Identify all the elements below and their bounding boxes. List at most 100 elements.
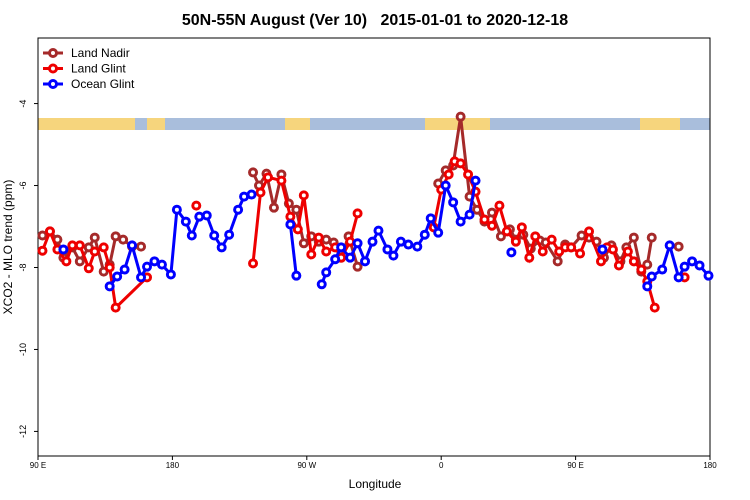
data-point — [506, 247, 517, 258]
data-point — [285, 219, 296, 230]
data-point — [455, 158, 466, 169]
data-point — [104, 281, 115, 292]
data-point — [180, 216, 191, 227]
data-point — [673, 241, 684, 252]
data-point — [321, 234, 332, 245]
x-tick-label: 180 — [703, 461, 717, 470]
data-point — [136, 272, 147, 283]
data-point — [419, 229, 430, 240]
legend-label: Ocean Glint — [71, 77, 135, 91]
data-point — [89, 246, 100, 257]
data-point — [233, 204, 244, 215]
data-point — [298, 238, 309, 249]
data-point — [352, 208, 363, 219]
strip-ocean — [680, 118, 710, 130]
data-point — [165, 269, 176, 280]
series-line — [288, 224, 298, 276]
series-line — [320, 180, 477, 285]
data-point — [268, 202, 279, 213]
data-point — [37, 245, 48, 256]
data-point — [673, 272, 684, 283]
data-point — [495, 231, 506, 242]
chart-title: 50N-55N August (Ver 10) 2015-01-01 to 20… — [182, 12, 568, 29]
data-point — [501, 226, 512, 237]
legend-marker — [48, 48, 58, 58]
series — [58, 175, 714, 292]
land-ocean-strip — [38, 118, 710, 130]
data-point — [642, 259, 653, 270]
data-point — [98, 242, 109, 253]
data-point — [628, 232, 639, 243]
data-point — [306, 249, 317, 260]
data-point — [321, 246, 332, 257]
legend-label: Land Glint — [71, 62, 126, 76]
data-point — [443, 169, 454, 180]
data-point — [566, 242, 577, 253]
data-point — [388, 250, 399, 261]
data-point — [530, 231, 541, 242]
data-point — [67, 240, 78, 251]
data-point — [201, 210, 212, 221]
strip-ocean — [135, 118, 147, 130]
data-point — [642, 281, 653, 292]
data-point — [510, 236, 521, 247]
data-point — [448, 197, 459, 208]
data-point — [628, 256, 639, 267]
data-point — [224, 229, 235, 240]
data-point — [595, 256, 606, 267]
data-point — [537, 246, 548, 257]
data-point — [687, 256, 698, 267]
data-point — [464, 209, 475, 220]
data-point — [646, 232, 657, 243]
data-point — [613, 260, 624, 271]
data-point — [248, 167, 259, 178]
data-point — [298, 190, 309, 201]
data-point — [194, 211, 205, 222]
data-point — [61, 256, 72, 267]
data-point — [479, 214, 490, 225]
data-point — [112, 271, 123, 282]
data-point — [291, 204, 302, 215]
data-point — [136, 241, 147, 252]
data-point — [664, 240, 675, 251]
x-tick-label: 90 E — [567, 461, 583, 470]
data-point — [679, 261, 690, 272]
data-point — [657, 264, 668, 275]
data-point — [425, 213, 436, 224]
legend-marker — [48, 79, 58, 89]
data-point — [463, 169, 474, 180]
plot-frame — [37, 37, 711, 457]
data-point — [246, 189, 257, 200]
data-point — [292, 224, 303, 235]
y-tick-label: -10 — [18, 343, 28, 356]
data-point — [345, 252, 356, 263]
data-point — [248, 258, 259, 269]
data-point — [649, 302, 660, 313]
legend-label: Land Nadir — [71, 46, 130, 60]
data-point — [118, 234, 129, 245]
x-tick-label: 90 W — [297, 461, 316, 470]
data-point — [321, 267, 332, 278]
data-point — [524, 252, 535, 263]
x-tick-label: 0 — [439, 461, 444, 470]
x-tick-label: 90 E — [30, 461, 46, 470]
data-point — [433, 227, 444, 238]
data-point — [636, 264, 647, 275]
data-point — [127, 240, 138, 251]
data-point — [239, 191, 250, 202]
data-point — [262, 172, 273, 183]
strip-ocean — [490, 118, 640, 130]
y-tick-label: -6 — [18, 182, 28, 190]
data-point — [486, 220, 497, 231]
data-point — [186, 230, 197, 241]
data-point — [216, 242, 227, 253]
data-point — [74, 240, 85, 251]
data-point — [352, 238, 363, 249]
data-point — [345, 236, 356, 247]
strip-ocean — [165, 118, 285, 130]
data-point — [382, 244, 393, 255]
data-point — [171, 204, 182, 215]
data-point — [607, 244, 618, 255]
data-point — [546, 234, 557, 245]
